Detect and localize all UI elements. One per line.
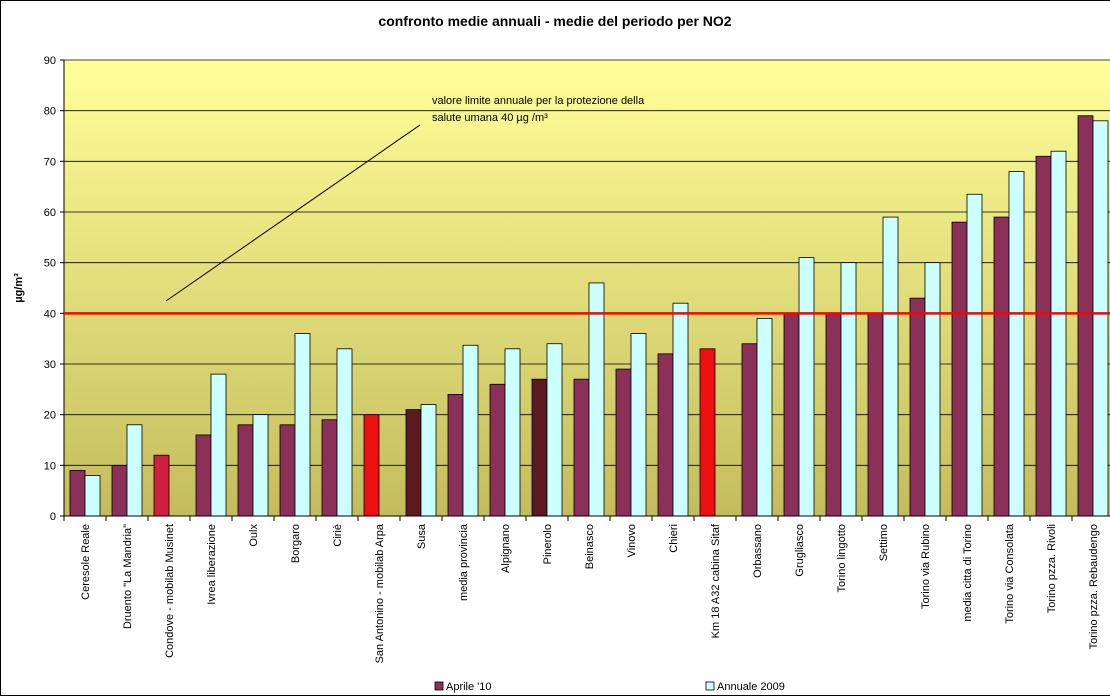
bar <box>153 454 170 517</box>
bar <box>489 383 506 517</box>
x-tick-label: Pinerolo <box>542 524 554 564</box>
y-tick-label: 0 <box>50 511 56 523</box>
bar <box>84 475 101 517</box>
legend-swatch <box>434 681 444 691</box>
x-tick-label: Chieri <box>668 524 680 553</box>
x-tick-label: Ciriè <box>332 524 344 547</box>
x-tick-label: Borgaro <box>290 524 302 563</box>
x-tick-label: Km 18 A32 cabina Sitaf <box>710 523 722 638</box>
bar <box>840 262 857 517</box>
x-tick-label: Torino pzza. Rebaudengo <box>1088 524 1100 649</box>
bar <box>1035 155 1052 517</box>
bar <box>825 312 842 517</box>
annotation: salute umana 40 µg /m³ <box>432 112 548 124</box>
x-tick-label: Torino via Consolata <box>1004 523 1016 624</box>
bar <box>504 348 521 517</box>
bar <box>867 312 884 517</box>
x-tick-label: Grugliasco <box>794 524 806 577</box>
x-tick-label: Torino pzza. Rivoli <box>1046 524 1058 613</box>
bar <box>672 302 689 517</box>
bar <box>882 216 899 517</box>
bar <box>993 216 1010 517</box>
bar <box>966 193 983 517</box>
y-tick-label: 60 <box>44 207 56 219</box>
bar <box>195 434 212 517</box>
x-tick-label: Ivrea liberazione <box>206 524 218 605</box>
bar <box>363 414 380 517</box>
x-tick-label: Torino via Rubino <box>920 524 932 609</box>
x-tick-label: San Antonino - mobilab Arpa <box>374 523 386 663</box>
bar <box>1077 115 1094 517</box>
bar <box>741 343 758 517</box>
bar <box>573 378 590 517</box>
legend-label: Annuale 2009 <box>717 681 785 693</box>
annotation-pointer <box>165 124 421 302</box>
bar <box>405 409 422 517</box>
y-tick-label: 70 <box>44 156 56 168</box>
x-tick-label: Beinasco <box>584 524 596 569</box>
bar <box>1092 120 1109 517</box>
bar <box>657 353 674 517</box>
bar <box>783 312 800 517</box>
bar <box>588 282 605 517</box>
x-tick-label: Orbassano <box>752 524 764 578</box>
bar <box>531 378 548 517</box>
x-tick-label: Torino lingotto <box>836 524 848 593</box>
x-tick-label: Oulx <box>248 524 260 547</box>
legend-swatch <box>705 681 715 691</box>
bar <box>111 464 128 517</box>
x-tick-label: Ceresole Reale <box>80 524 92 600</box>
chart-title: confronto medie annuali - medie del peri… <box>378 13 731 29</box>
x-tick-label: media provincia <box>458 523 470 601</box>
bar <box>1050 150 1067 517</box>
y-tick-label: 90 <box>44 55 56 67</box>
bar <box>756 317 773 517</box>
bar <box>321 419 338 517</box>
bar <box>279 424 296 517</box>
bar <box>699 348 716 517</box>
bar <box>420 404 437 517</box>
x-tick-label: Vinovo <box>626 524 638 557</box>
bar <box>447 393 464 517</box>
bar <box>630 333 647 517</box>
bar <box>924 262 941 517</box>
y-tick-label: 30 <box>44 359 56 371</box>
bar <box>1008 171 1025 517</box>
x-tick-label: media citta di Torino <box>962 524 974 622</box>
x-tick-label: Settimo <box>878 524 890 561</box>
bar <box>462 344 479 517</box>
bar <box>69 469 86 517</box>
y-axis-label: µg/m³ <box>13 273 25 303</box>
y-tick-label: 10 <box>44 460 56 472</box>
y-tick-label: 20 <box>44 410 56 422</box>
y-tick-label: 80 <box>44 106 56 118</box>
bar <box>909 297 926 517</box>
y-tick-label: 40 <box>44 308 56 320</box>
bar <box>252 414 269 517</box>
bar <box>336 348 353 517</box>
bar <box>126 424 143 517</box>
x-tick-label: Alpignano <box>500 524 512 573</box>
bar <box>546 343 563 517</box>
annotation: valore limite annuale per la protezione … <box>432 95 645 107</box>
y-tick-label: 50 <box>44 258 56 270</box>
bar <box>798 257 815 517</box>
x-tick-label: Condove - mobilab Musinet <box>164 524 176 658</box>
bar <box>615 368 632 517</box>
x-tick-label: Susa <box>416 523 428 549</box>
bar <box>951 221 968 517</box>
x-tick-label: Druento "La Mandria" <box>122 524 134 629</box>
bar <box>210 373 227 517</box>
bar <box>294 333 311 517</box>
bar <box>237 424 254 517</box>
legend-label: Aprile '10 <box>446 681 492 693</box>
